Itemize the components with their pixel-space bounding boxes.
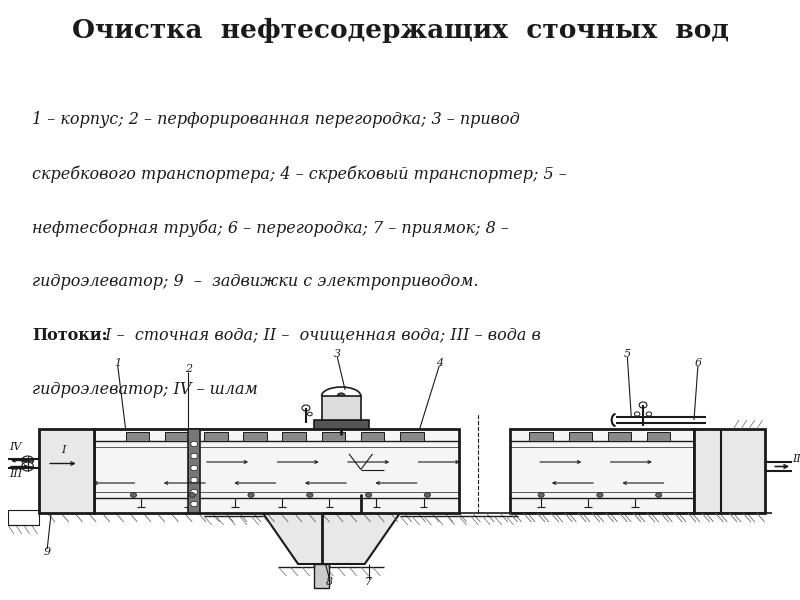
Bar	[8, 510, 39, 525]
Bar	[39, 429, 94, 513]
Circle shape	[307, 412, 312, 416]
Text: II: II	[792, 454, 800, 464]
Circle shape	[647, 463, 662, 475]
Text: 7: 7	[365, 577, 372, 587]
Circle shape	[190, 502, 198, 506]
Bar	[126, 432, 149, 441]
Circle shape	[341, 404, 350, 412]
Circle shape	[639, 402, 647, 408]
Circle shape	[424, 493, 430, 497]
Circle shape	[366, 493, 372, 497]
Text: 4: 4	[436, 358, 442, 368]
Bar	[314, 420, 369, 429]
Bar	[608, 432, 631, 441]
Circle shape	[349, 461, 373, 479]
Circle shape	[330, 445, 392, 493]
Text: гидроэлеватор; 9  –  задвижки с электроприводом.: гидроэлеватор; 9 – задвижки с электропри…	[32, 273, 478, 290]
Circle shape	[325, 404, 334, 412]
Circle shape	[190, 454, 198, 458]
Text: Очистка  нефтесодержащих  сточных  вод: Очистка нефтесодержащих сточных вод	[71, 17, 729, 43]
Text: Потоки:: Потоки:	[32, 327, 107, 344]
Bar	[165, 432, 188, 441]
Bar	[361, 432, 384, 441]
Circle shape	[189, 493, 195, 497]
Text: 9: 9	[44, 547, 50, 557]
Text: 3: 3	[334, 349, 341, 359]
Text: нефтесборная труба; 6 – перегородка; 7 – приямок; 8 –: нефтесборная труба; 6 – перегородка; 7 –…	[32, 219, 509, 237]
Bar	[314, 564, 330, 588]
Text: 1: 1	[114, 358, 122, 368]
Text: гидроэлеватор; IV – шлам: гидроэлеватор; IV – шлам	[32, 381, 258, 398]
Circle shape	[190, 490, 198, 494]
Circle shape	[597, 493, 603, 497]
Circle shape	[130, 493, 137, 497]
Text: III: III	[10, 469, 22, 479]
Circle shape	[655, 493, 662, 497]
Circle shape	[538, 493, 544, 497]
Text: 1 – корпус; 2 – перфорированная перегородка; 3 – привод: 1 – корпус; 2 – перфорированная перегоро…	[32, 112, 520, 128]
Text: 6: 6	[694, 358, 702, 368]
Bar	[282, 432, 306, 441]
Circle shape	[190, 442, 198, 446]
Bar	[243, 432, 266, 441]
Bar	[188, 429, 200, 513]
Text: 8: 8	[326, 577, 333, 587]
Text: 2: 2	[185, 364, 192, 374]
Bar	[647, 432, 670, 441]
Circle shape	[22, 462, 34, 471]
Text: I –  сточная вода; II –  очищенная вода; III – вода в: I – сточная вода; II – очищенная вода; I…	[100, 327, 541, 344]
Bar	[94, 429, 459, 513]
Bar	[322, 432, 345, 441]
Bar	[400, 432, 423, 441]
Circle shape	[634, 412, 640, 416]
Bar	[204, 432, 227, 441]
Circle shape	[646, 412, 652, 416]
Circle shape	[338, 393, 345, 399]
Circle shape	[302, 405, 310, 411]
Text: 5: 5	[624, 349, 631, 359]
Circle shape	[248, 493, 254, 497]
Circle shape	[22, 456, 34, 465]
Circle shape	[635, 455, 674, 485]
Circle shape	[190, 466, 198, 470]
Text: I: I	[61, 445, 65, 455]
Bar	[530, 432, 553, 441]
Text: IV: IV	[10, 442, 22, 452]
Polygon shape	[262, 513, 400, 564]
Bar	[510, 429, 694, 513]
Bar	[569, 432, 592, 441]
Circle shape	[190, 478, 198, 482]
Bar	[694, 429, 765, 513]
Circle shape	[306, 493, 313, 497]
Bar	[322, 396, 361, 420]
Text: скребкового транспортера; 4 – скребковый транспортер; 5 –: скребкового транспортера; 4 – скребковый…	[32, 165, 566, 183]
